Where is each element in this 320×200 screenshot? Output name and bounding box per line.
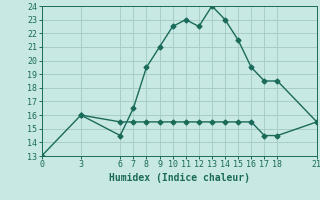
X-axis label: Humidex (Indice chaleur): Humidex (Indice chaleur) bbox=[109, 173, 250, 183]
